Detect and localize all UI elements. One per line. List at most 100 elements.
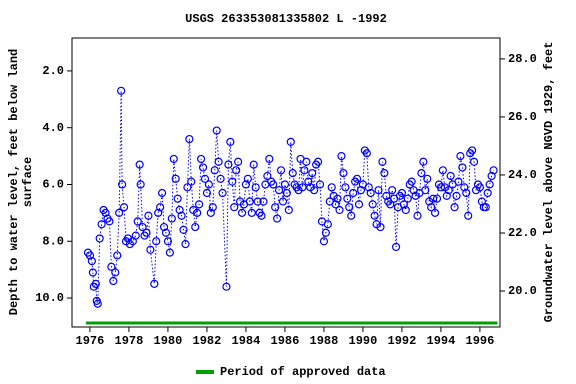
- data-point: [298, 183, 307, 192]
- x-tick-label: 1976: [76, 334, 105, 348]
- data-point: [138, 222, 147, 232]
- data-point: [366, 188, 375, 198]
- data-point: [288, 169, 297, 178]
- data-point: [280, 180, 290, 189]
- data-point: [464, 211, 473, 220]
- data-point: [421, 186, 430, 195]
- data-point: [157, 188, 167, 198]
- data-point: [432, 194, 442, 203]
- data-point: [399, 200, 408, 209]
- data-point: [269, 180, 278, 189]
- data-point: [456, 151, 465, 161]
- data-point: [133, 217, 142, 226]
- data-point: [97, 220, 106, 229]
- data-point: [105, 217, 114, 226]
- data-point: [278, 197, 288, 206]
- data-point: [485, 180, 494, 189]
- data-point: [271, 203, 280, 212]
- data-point: [386, 200, 395, 209]
- data-point: [413, 211, 422, 220]
- data-point: [454, 177, 463, 186]
- data-point: [382, 191, 391, 200]
- data-point: [282, 188, 291, 198]
- data-point: [356, 186, 366, 195]
- data-point: [321, 228, 330, 237]
- data-point: [487, 171, 496, 181]
- data-point: [376, 222, 385, 232]
- x-tick-label: 1996: [466, 334, 495, 348]
- legend-label: Period of approved data: [220, 365, 386, 379]
- data-point: [419, 157, 428, 166]
- data-point: [111, 268, 120, 277]
- y-tick-label: 2.0: [42, 64, 64, 78]
- data-point: [349, 188, 358, 198]
- data-point: [131, 231, 140, 240]
- y-tick-label: 4.0: [42, 121, 64, 135]
- data-point: [274, 186, 284, 195]
- data-point: [429, 194, 438, 203]
- data-point: [216, 174, 225, 183]
- data-point: [161, 228, 171, 237]
- data-point: [171, 174, 180, 183]
- data-point: [150, 279, 159, 288]
- data-point: [117, 86, 126, 95]
- data-point: [273, 214, 282, 223]
- y-tick-label: 10.0: [35, 291, 64, 305]
- data-point: [107, 262, 116, 271]
- data-point: [173, 194, 182, 203]
- data-point: [397, 188, 407, 198]
- data-point: [191, 222, 200, 232]
- data-point: [204, 180, 213, 189]
- data-point: [423, 174, 432, 183]
- data-point: [91, 279, 100, 288]
- data-point: [352, 174, 362, 183]
- data-point: [263, 171, 272, 181]
- data-point: [315, 180, 325, 189]
- data-point: [243, 174, 252, 183]
- data-point: [185, 134, 194, 144]
- data-point: [347, 211, 356, 220]
- data-point: [212, 126, 221, 135]
- x-tick-label: 1990: [349, 334, 378, 348]
- data-point: [169, 154, 178, 164]
- data-point: [154, 208, 163, 217]
- data-point: [310, 186, 319, 195]
- data-point: [450, 203, 459, 212]
- data-point: [156, 203, 165, 212]
- data-point: [319, 237, 329, 246]
- data-point: [119, 203, 129, 212]
- data-point: [196, 154, 206, 164]
- data-point: [234, 157, 243, 166]
- data-point: [468, 146, 477, 155]
- data-point: [368, 200, 377, 209]
- data-point: [118, 180, 127, 189]
- data-point: [93, 299, 102, 308]
- data-point: [113, 251, 122, 260]
- y2-tick-label: 28.0: [508, 52, 537, 66]
- data-point: [257, 211, 266, 220]
- x-tick-label: 1978: [115, 334, 144, 348]
- data-point: [85, 251, 95, 260]
- y2-tick-label: 24.0: [508, 168, 537, 182]
- data-point: [436, 183, 446, 192]
- chart-title: USGS 263353081335802 L -1992: [185, 12, 387, 26]
- data-point: [152, 237, 161, 246]
- data-point: [284, 205, 293, 215]
- data-point: [179, 225, 188, 235]
- data-point: [198, 163, 208, 172]
- data-point: [401, 205, 410, 215]
- data-point: [337, 151, 346, 161]
- data-point: [475, 183, 485, 192]
- data-point: [142, 228, 151, 237]
- data-point: [165, 248, 174, 257]
- x-tick-label: 1992: [388, 334, 417, 348]
- data-point: [388, 186, 397, 195]
- data-point: [403, 194, 412, 203]
- data-point: [214, 157, 223, 166]
- data-point: [193, 208, 202, 217]
- data-point: [481, 203, 490, 212]
- data-point: [442, 191, 451, 200]
- data-point: [374, 186, 383, 195]
- data-point: [407, 177, 416, 186]
- x-tick-label: 1986: [271, 334, 300, 348]
